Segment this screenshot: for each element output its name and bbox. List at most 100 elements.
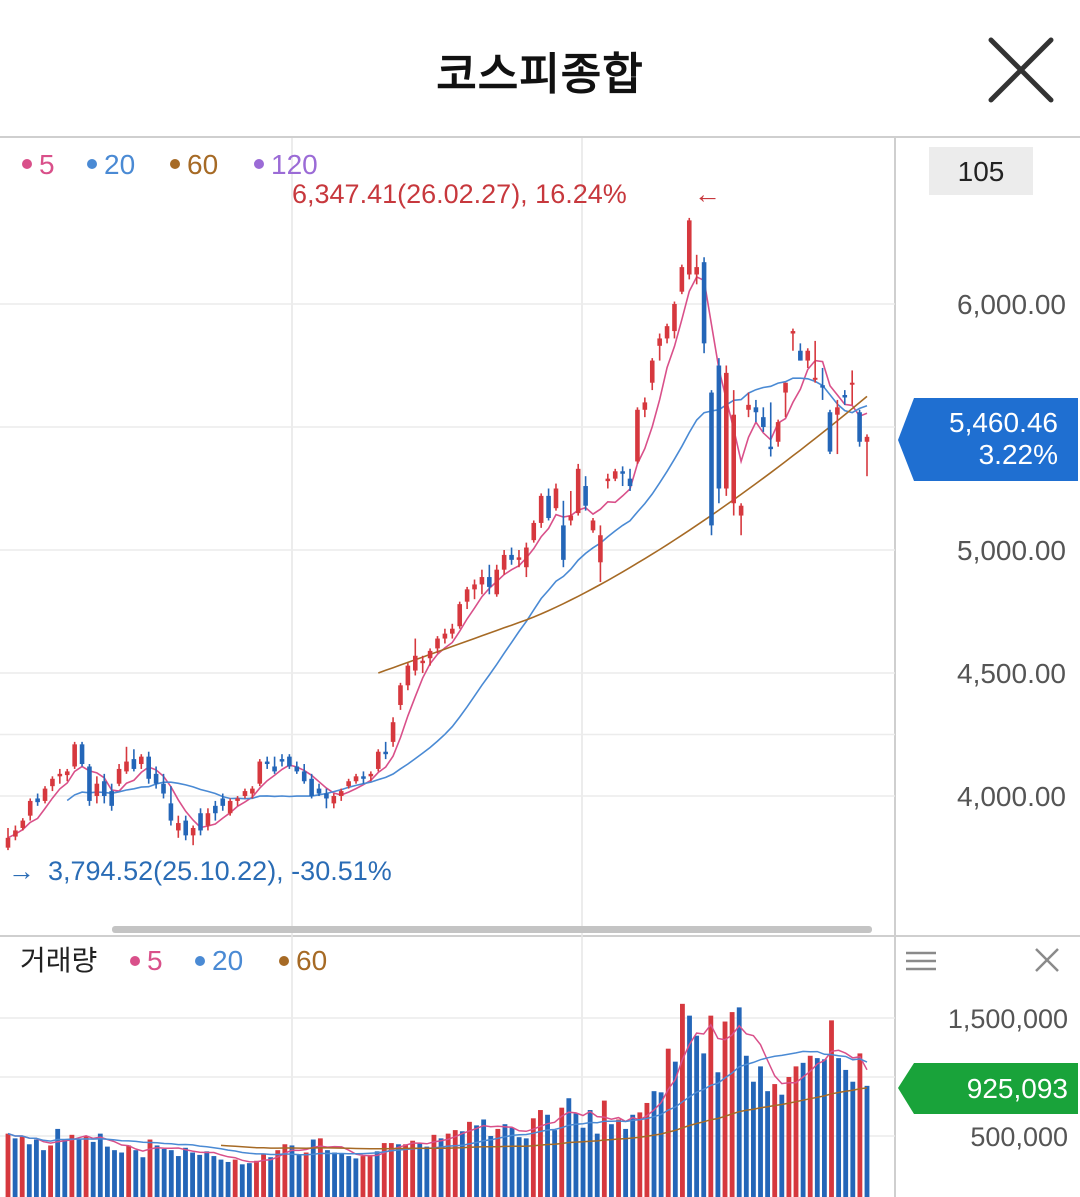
close-icon [988,37,1054,103]
remove-indicator-button[interactable] [1035,948,1059,972]
volume-bar [530,1118,536,1197]
volume-bar [701,1053,707,1197]
volume-bar [303,1152,309,1197]
candlestick-series [5,217,870,851]
volume-bar [821,1059,827,1197]
chart-area[interactable]: 6,000.00 5,000.00 4,500.00 4,000.00 5 20 60… [0,138,1080,1197]
volume-bar [864,1085,870,1197]
volume-bar [168,1150,174,1197]
volume-bar [147,1139,153,1197]
price-y-axis: 6,000.00 5,000.00 4,500.00 4,000.00 [957,289,1066,812]
volume-bar [339,1153,345,1197]
volume-bar [836,1058,842,1197]
close-button[interactable] [985,34,1057,106]
candle-body [190,827,196,836]
volume-bar [502,1124,508,1197]
candle-body [338,791,344,796]
period-selector[interactable]: 105 [929,147,1033,195]
candle-body [538,495,544,523]
candle-body [746,404,751,410]
volume-bar [516,1137,522,1197]
candle-body [724,372,729,489]
header: 코스피종합 [0,0,1080,138]
volume-bar [594,1133,600,1197]
volume-bar [367,1154,373,1197]
candle-body [790,331,796,334]
vol-legend-ma60: 60 [296,945,327,976]
volume-bar [218,1159,224,1197]
volume-ma60-line [220,1087,868,1150]
candle-body [183,820,189,836]
candle-body [635,409,640,462]
candle-body [257,761,263,784]
volume-title: 거래량 [20,945,97,976]
volume-bar [580,1127,586,1197]
candle-body [279,759,285,762]
price-tag-body [898,398,1078,481]
volume-bar [743,1055,749,1197]
volume-bar [381,1143,387,1197]
menu-button[interactable] [906,951,936,971]
candle-body [716,365,722,489]
volume-bar [41,1150,46,1197]
volume-bar [616,1119,621,1197]
volume-bar [374,1151,380,1197]
candle-body [783,382,788,393]
volume-bar [488,1136,494,1197]
candle-body [309,778,314,796]
volume-bar [708,1015,714,1197]
vol-legend-dot-ma60 [279,956,289,966]
candle-body [864,436,870,442]
candle-body [435,638,440,649]
candle-body [479,577,485,585]
volume-bar [396,1144,401,1197]
volume-tick-label: 500,000 [970,1122,1068,1152]
high-arrow: ← [694,179,721,209]
volume-bar [346,1156,352,1197]
candle-body [487,577,492,587]
volume-bar [509,1127,515,1197]
volume-tick-label: 1,500,000 [948,1004,1068,1034]
candle-body [116,768,122,784]
volume-bar [19,1136,25,1197]
candle-body [420,660,425,664]
candle-body [383,751,388,755]
price-grid [0,303,895,797]
candle-body [72,744,77,767]
candle-body [146,756,151,779]
candle-body [242,791,248,796]
volume-bar [687,1015,692,1197]
candle-body [161,783,166,794]
volume-bar [545,1114,550,1197]
volume-bar [225,1161,231,1197]
period-box[interactable] [929,147,1033,195]
volume-bar [310,1139,316,1197]
candle-body [531,522,537,541]
volume-bar [658,1092,664,1197]
candle-body [375,751,381,769]
volume-bar [332,1152,337,1197]
candle-body [412,655,418,671]
volume-bar [814,1058,820,1197]
candle-body [679,267,685,292]
volume-bar [829,1020,834,1197]
volume-bar [495,1128,501,1197]
price-legend: 5 20 60 120 [22,149,318,180]
vol-legend-dot-ma20 [195,956,205,966]
legend-dot-ma20 [87,159,97,169]
volume-bar [750,1081,756,1197]
candle-body [642,402,648,410]
volume-bar [651,1091,657,1197]
horizontal-scrollbar[interactable] [112,926,872,933]
page-title: 코스피종합 [436,50,644,99]
candle-body [546,495,551,519]
legend-ma20: 20 [104,149,135,180]
volume-bar [90,1141,96,1197]
volume-bar [680,1003,685,1197]
volume-bar [388,1143,394,1197]
candle-body [849,382,855,385]
ma60-line [378,395,868,674]
volume-bar [623,1128,629,1197]
vol-legend-ma20: 20 [212,945,243,976]
volume-bar [246,1163,252,1197]
